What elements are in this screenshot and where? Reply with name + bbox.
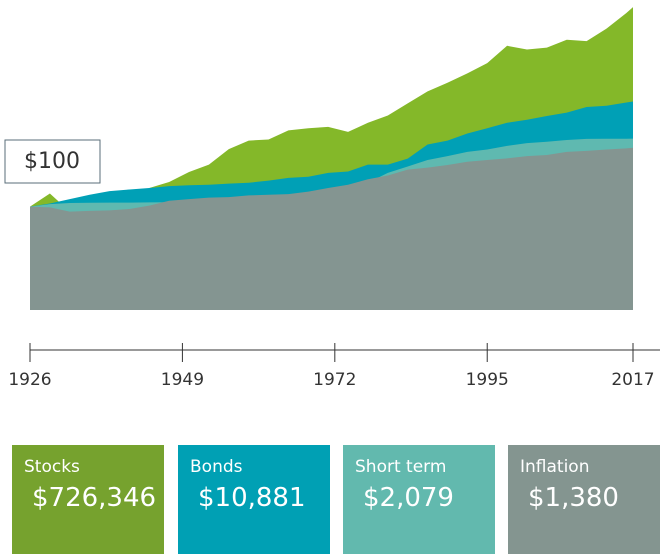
annotation: $100	[24, 149, 80, 174]
value-label: $2,079	[363, 483, 454, 513]
legend-item: Short term $2,079	[343, 445, 495, 554]
legend-label: Short term	[355, 457, 447, 477]
legend-item: Stocks $726,346	[12, 445, 164, 554]
annotation-box	[4, 139, 101, 184]
chart: $100 1926 1949 1972 1995 2017	[4, 7, 660, 390]
x-tick-label: 1995	[466, 370, 509, 390]
legend-label: Stocks	[24, 457, 80, 477]
area	[30, 147, 633, 310]
legend-label: Inflation	[520, 457, 590, 477]
x-tick-label: 1926	[8, 370, 51, 390]
x-tick-label: 1949	[161, 370, 204, 390]
legend-label: Bonds	[190, 457, 243, 477]
value-label: $10,881	[198, 483, 306, 513]
legend-item: Bonds $10,881	[178, 445, 330, 554]
x-tick-label: 2017	[611, 370, 654, 390]
value-label: $1,380	[528, 483, 619, 513]
legend-item: Inflation $1,380	[508, 445, 660, 554]
x-tick-label: 1972	[313, 370, 356, 390]
value-label: $726,346	[32, 483, 157, 513]
